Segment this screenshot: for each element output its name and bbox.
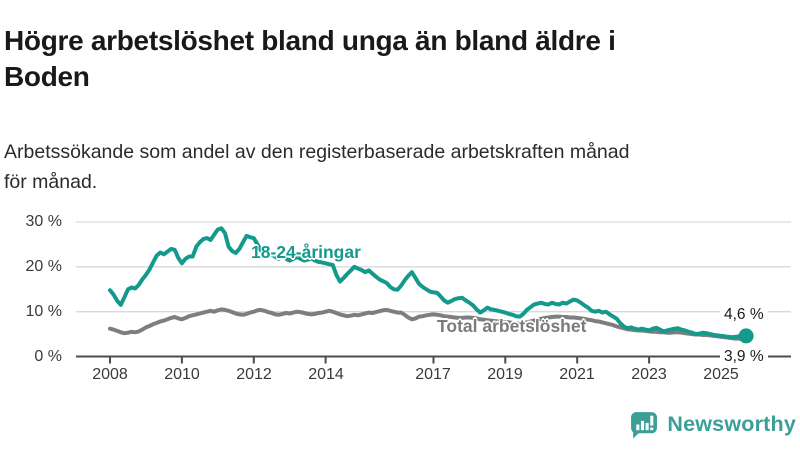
x-axis-tick-label: 2021 <box>559 366 595 383</box>
series-label-total: Total arbetslöshet <box>437 316 587 336</box>
newsworthy-bar-chart-bubble-icon <box>631 412 658 439</box>
y-axis-tick-label: 0 % <box>34 348 62 365</box>
x-axis-tick-label: 2014 <box>308 366 344 383</box>
end-value-label-18-24: 4,6 % <box>720 305 768 325</box>
y-axis-tick-label: 20 % <box>25 258 62 275</box>
x-axis-tick-label: 2023 <box>631 366 667 383</box>
x-axis-tick-label: 2025 <box>703 366 739 383</box>
x-axis-tick-label: 2010 <box>164 366 200 383</box>
y-axis-tick-label: 30 % <box>25 213 62 230</box>
series-line-18-24-åringar <box>108 226 749 340</box>
newsworthy-logo[interactable]: Newsworthy <box>629 410 796 439</box>
chart-title: Högre arbetslöshet bland unga än bland ä… <box>4 24 616 93</box>
newsworthy-logo-text: Newsworthy <box>667 412 796 436</box>
x-axis-tick-label: 2017 <box>415 366 451 383</box>
x-axis-tick-label: 2012 <box>236 366 272 383</box>
x-axis-tick-label: 2019 <box>487 366 523 383</box>
series-line-total-arbetslöshet <box>108 307 749 341</box>
series-label-18-24: 18-24-åringar <box>251 242 361 262</box>
chart-subtitle: Arbetssökande som andel av den registerb… <box>4 140 630 193</box>
x-axis-tick-label: 2008 <box>92 366 128 383</box>
end-value-label-total: 3,9 % <box>720 347 768 367</box>
series-end-dot <box>738 328 754 344</box>
y-axis-tick-label: 10 % <box>25 303 62 320</box>
